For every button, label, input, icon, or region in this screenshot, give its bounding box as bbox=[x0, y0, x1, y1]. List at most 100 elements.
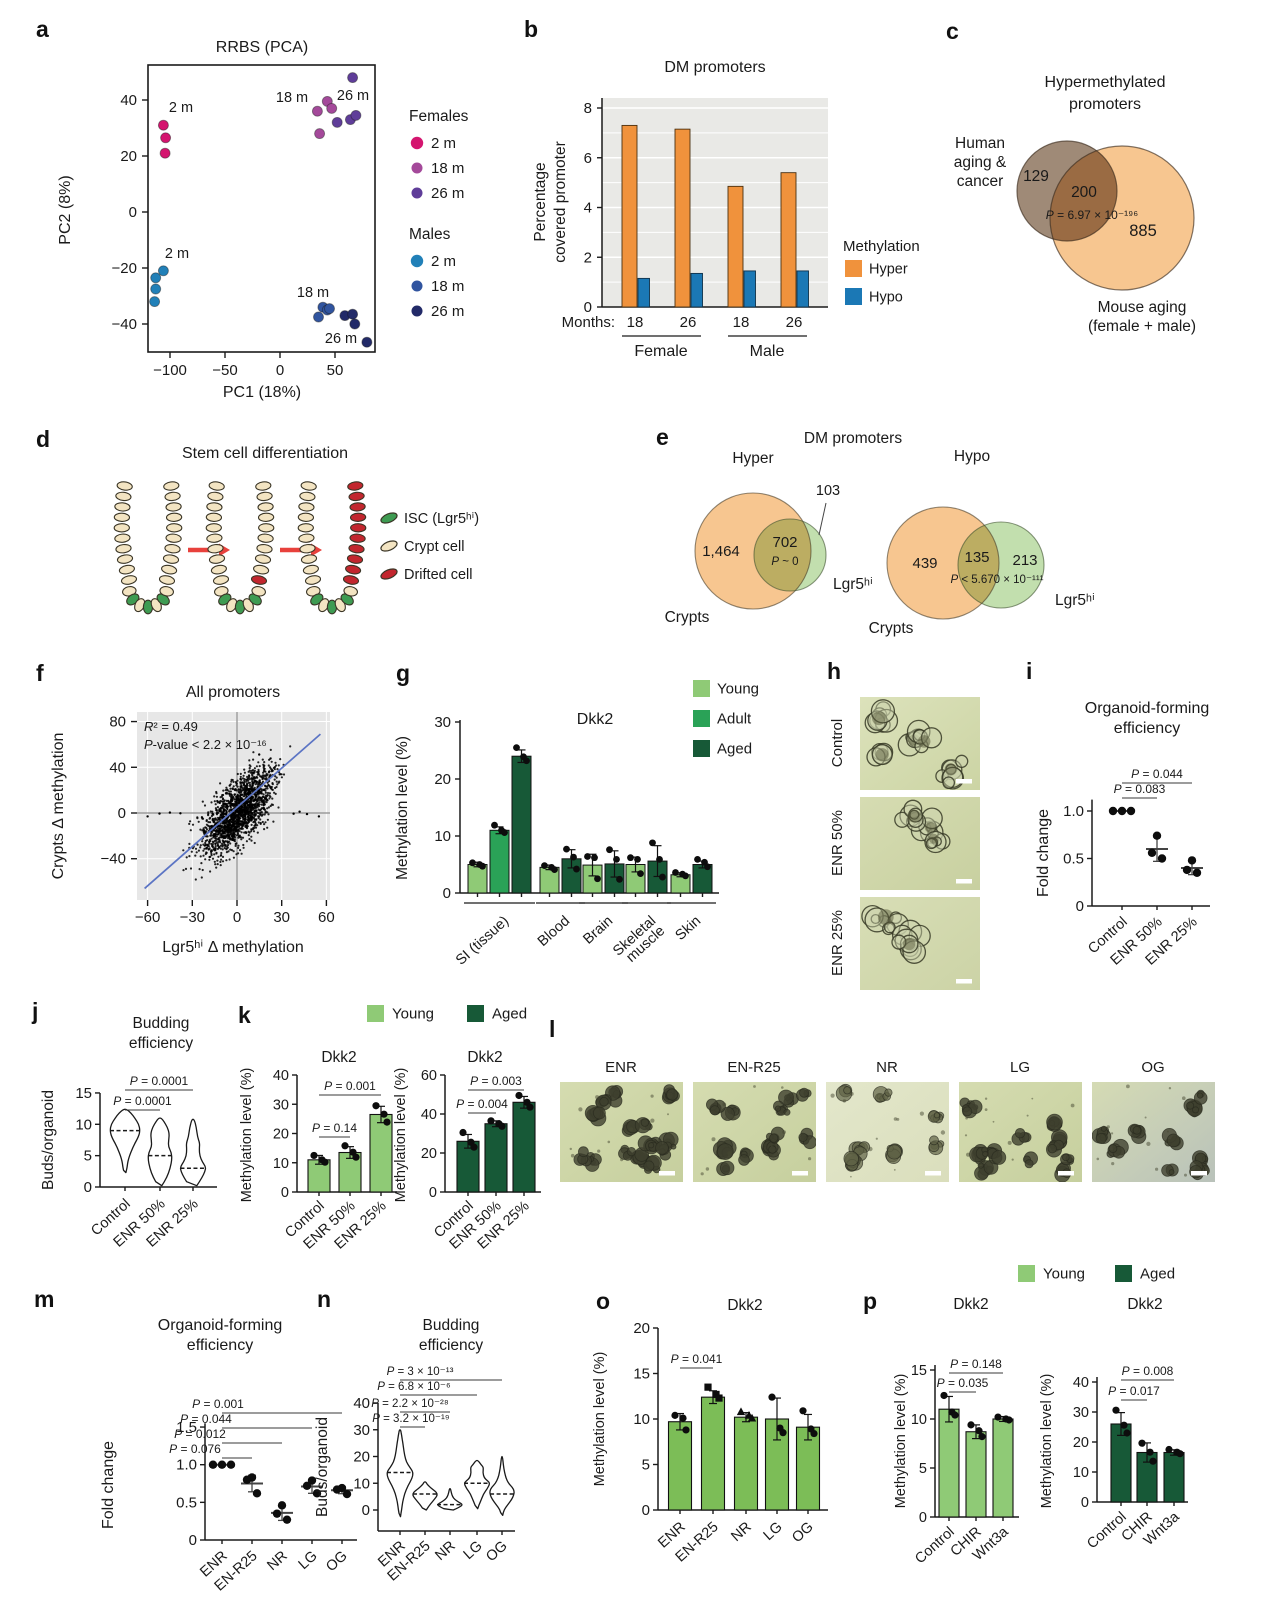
svg-text:15: 15 bbox=[633, 1366, 650, 1383]
svg-text:P ~ 0: P ~ 0 bbox=[771, 556, 798, 568]
svg-text:cancer: cancer bbox=[957, 173, 1004, 190]
svg-text:Control: Control bbox=[829, 719, 846, 767]
svg-text:Dkk2: Dkk2 bbox=[321, 1049, 356, 1066]
svg-text:26 m: 26 m bbox=[431, 185, 464, 202]
svg-text:DM promoters: DM promoters bbox=[664, 59, 765, 76]
svg-text:10: 10 bbox=[434, 828, 451, 845]
svg-text:0: 0 bbox=[1076, 898, 1084, 915]
svg-text:40: 40 bbox=[421, 1107, 437, 1123]
svg-text:103: 103 bbox=[816, 483, 840, 499]
dkk2-methylation-bar-pair: Young Aged 0 10 20 30 40 Dkk2 Methylation level … bbox=[239, 1005, 541, 1253]
svg-text:15: 15 bbox=[75, 1085, 92, 1102]
svg-text:30: 30 bbox=[273, 1097, 289, 1113]
svg-text:SI (tissue): SI (tissue) bbox=[453, 913, 512, 969]
svg-text:−40: −40 bbox=[112, 316, 137, 333]
svg-text:18: 18 bbox=[627, 314, 644, 331]
svg-text:30: 30 bbox=[353, 1422, 370, 1439]
svg-text:40: 40 bbox=[1073, 1375, 1089, 1391]
svg-text:P = 0.008: P = 0.008 bbox=[1122, 1364, 1174, 1378]
svg-text:P < 5.670 × 10⁻¹¹¹: P < 5.670 × 10⁻¹¹¹ bbox=[950, 574, 1043, 586]
svg-text:EN-R25: EN-R25 bbox=[727, 1059, 780, 1076]
svg-text:0: 0 bbox=[118, 805, 126, 822]
svg-text:All promoters: All promoters bbox=[186, 684, 280, 701]
svg-text:4: 4 bbox=[584, 200, 592, 217]
svg-text:(female + male): (female + male) bbox=[1088, 318, 1196, 335]
svg-text:P = 0.148: P = 0.148 bbox=[950, 1357, 1002, 1371]
svg-text:26 m: 26 m bbox=[325, 331, 357, 347]
svg-text:OG: OG bbox=[1141, 1059, 1164, 1076]
svg-text:0: 0 bbox=[276, 362, 284, 379]
svg-text:6: 6 bbox=[584, 150, 592, 167]
svg-text:20: 20 bbox=[353, 1449, 370, 1466]
svg-text:−40: −40 bbox=[101, 851, 126, 868]
svg-text:10: 10 bbox=[75, 1116, 92, 1133]
svg-text:18 m: 18 m bbox=[431, 160, 464, 177]
svg-text:NR: NR bbox=[432, 1538, 458, 1564]
organoid-forming-efficiency-dot-plot-2: Organoid-forming efficiency 0 0.5 1.0 1.5 Fold… bbox=[100, 1317, 357, 1594]
svg-text:P = 0.076: P = 0.076 bbox=[169, 1442, 221, 1456]
svg-text:26: 26 bbox=[680, 314, 697, 331]
svg-text:−100: −100 bbox=[153, 362, 187, 379]
svg-text:Hypermethylated: Hypermethylated bbox=[1045, 74, 1166, 91]
media-micrographs-row: ENR EN-R25 NR LG OG bbox=[560, 1059, 1215, 1182]
panel-label-e: e bbox=[656, 424, 669, 450]
svg-text:0: 0 bbox=[84, 1179, 92, 1196]
svg-text:aging &: aging & bbox=[954, 154, 1007, 171]
svg-text:Stem cell differentiation: Stem cell differentiation bbox=[182, 445, 348, 462]
svg-text:0: 0 bbox=[1081, 1495, 1089, 1511]
svg-text:P = 0.044: P = 0.044 bbox=[1131, 767, 1183, 781]
svg-text:Dkk2: Dkk2 bbox=[953, 1296, 988, 1313]
svg-text:P = 0.003: P = 0.003 bbox=[470, 1074, 522, 1088]
svg-text:P = 6.8 × 10⁻⁶: P = 6.8 × 10⁻⁶ bbox=[377, 1381, 451, 1393]
svg-text:Months:: Months: bbox=[562, 314, 615, 331]
svg-text:213: 213 bbox=[1012, 552, 1037, 569]
svg-text:18 m: 18 m bbox=[297, 285, 329, 301]
svg-text:Buds/organoid: Buds/organoid bbox=[40, 1090, 57, 1190]
svg-text:Young: Young bbox=[392, 1006, 434, 1023]
svg-text:P = 0.001: P = 0.001 bbox=[192, 1397, 244, 1411]
svg-text:10: 10 bbox=[273, 1156, 289, 1172]
svg-text:Males: Males bbox=[409, 226, 451, 243]
svg-text:Methylation level (%): Methylation level (%) bbox=[239, 1068, 255, 1203]
svg-text:Methylation level (%): Methylation level (%) bbox=[893, 1374, 909, 1509]
svg-text:P = 0.0001: P = 0.0001 bbox=[113, 1094, 172, 1108]
svg-text:Dkk2: Dkk2 bbox=[1127, 1296, 1162, 1313]
svg-text:efficiency: efficiency bbox=[129, 1035, 194, 1052]
hypermethylated-venn-diagram: Hypermethylated promoters 129 200 P = 6.97 ×… bbox=[954, 74, 1196, 335]
svg-text:18 m: 18 m bbox=[276, 90, 308, 106]
svg-text:0: 0 bbox=[233, 909, 241, 926]
svg-text:OG: OG bbox=[789, 1519, 816, 1546]
panel-label-f: f bbox=[36, 660, 44, 686]
svg-text:OG: OG bbox=[483, 1538, 510, 1565]
svg-text:P = 0.041: P = 0.041 bbox=[671, 1352, 723, 1366]
svg-text:Methylation level (%): Methylation level (%) bbox=[394, 736, 411, 880]
svg-text:Lgr5ʰⁱ: Lgr5ʰⁱ bbox=[1055, 592, 1095, 609]
budding-efficiency-violin-plot-2: Buddingefficiency010203040Buds/organoidE… bbox=[314, 1317, 515, 1584]
svg-text:Methylation level (%): Methylation level (%) bbox=[393, 1068, 409, 1203]
svg-text:Hyper: Hyper bbox=[869, 262, 908, 278]
panel-label-p: p bbox=[863, 1288, 878, 1314]
svg-text:Blood: Blood bbox=[535, 913, 573, 950]
svg-text:−30: −30 bbox=[180, 909, 205, 926]
svg-text:30: 30 bbox=[273, 909, 290, 926]
svg-text:RRBS (PCA): RRBS (PCA) bbox=[216, 39, 308, 56]
svg-text:P = 0.035: P = 0.035 bbox=[937, 1376, 989, 1390]
svg-text:LG: LG bbox=[1010, 1059, 1030, 1076]
svg-text:10: 10 bbox=[911, 1412, 927, 1428]
svg-text:ENR 25%: ENR 25% bbox=[829, 910, 846, 976]
svg-text:NR: NR bbox=[876, 1059, 898, 1076]
svg-text:P = 0.017: P = 0.017 bbox=[1108, 1384, 1160, 1398]
svg-text:Hyper: Hyper bbox=[732, 450, 773, 467]
svg-text:Lgr5ʰⁱ: Lgr5ʰⁱ bbox=[833, 576, 873, 593]
svg-text:P = 0.083: P = 0.083 bbox=[1114, 782, 1166, 796]
svg-text:2 m: 2 m bbox=[169, 100, 193, 116]
svg-text:DM promoters: DM promoters bbox=[804, 430, 902, 447]
svg-text:0: 0 bbox=[429, 1185, 437, 1201]
svg-text:18: 18 bbox=[733, 314, 750, 331]
svg-text:0.5: 0.5 bbox=[1063, 851, 1084, 868]
svg-text:885: 885 bbox=[1129, 222, 1157, 240]
svg-text:5: 5 bbox=[919, 1461, 927, 1477]
organoid-micrographs-column: Control ENR 50% ENR 25% bbox=[829, 697, 980, 990]
svg-text:P = 0.0001: P = 0.0001 bbox=[130, 1074, 189, 1088]
